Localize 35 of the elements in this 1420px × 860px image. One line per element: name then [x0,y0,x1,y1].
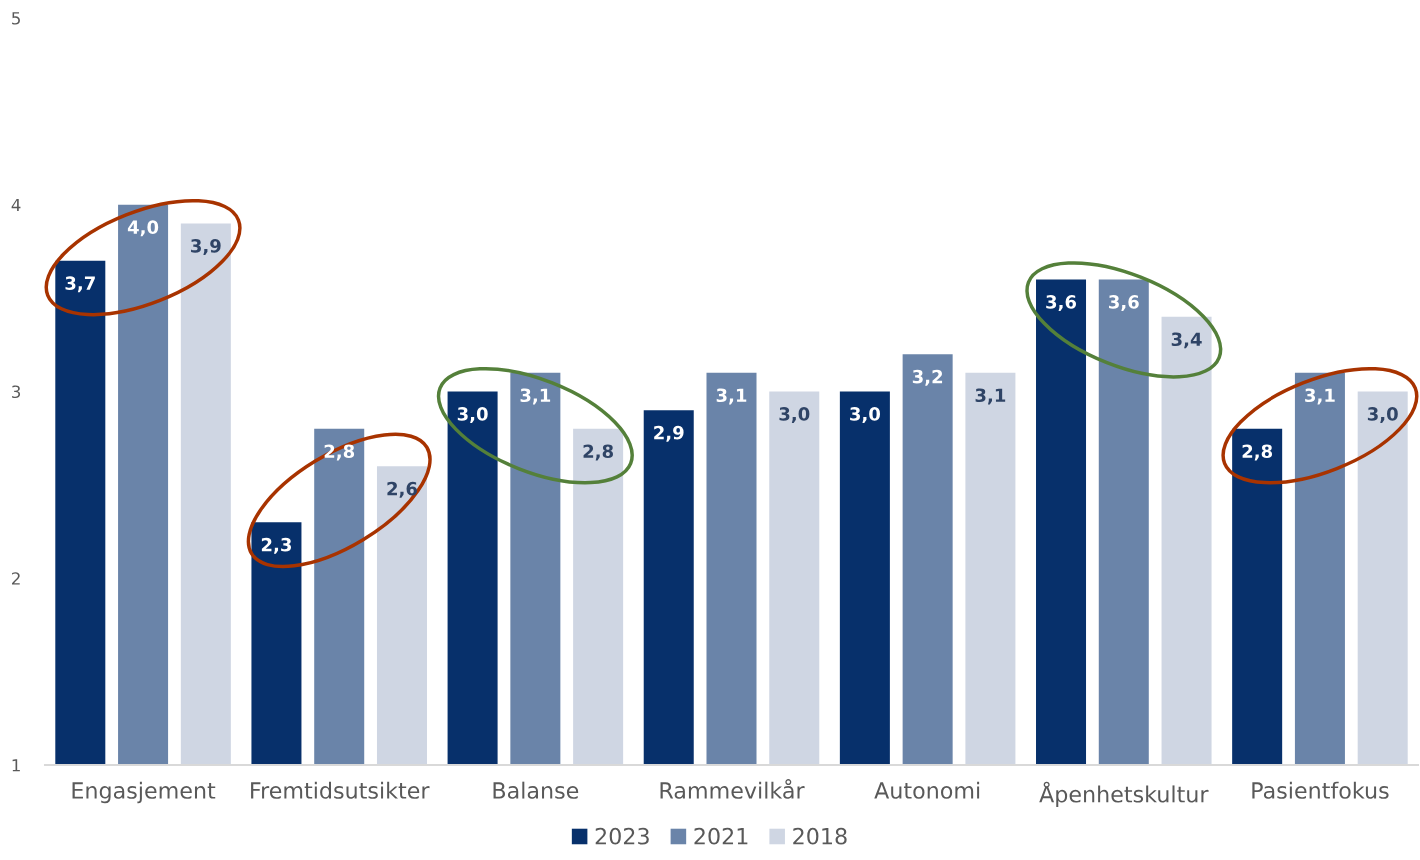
legend-label: 2021 [694,827,748,845]
data-label: 3,1 [716,388,747,405]
data-label: 3,1 [975,388,1006,405]
data-label: 3,1 [520,388,551,405]
data-label: 3,1 [1305,388,1335,405]
data-label: 3,6 [1109,295,1139,312]
x-tick-label: Pasientfokus [1252,781,1389,799]
data-label: 3,0 [779,407,810,424]
data-label: 2,3 [261,537,292,554]
data-label: 2,8 [583,444,613,461]
data-label: 3,0 [457,407,488,424]
data-label: 2,9 [654,425,684,442]
y-tick-label: 5 [12,12,20,25]
x-tick-label: Rammevilkår [660,779,805,799]
y-tick-label: 4 [11,198,21,212]
y-tick-label: 2 [12,572,20,585]
legend-label: 2018 [793,827,847,845]
x-tick-label: Engasjement [72,781,216,804]
data-label: 3,6 [1046,295,1077,312]
data-label: 3,2 [912,369,943,386]
data-label: 4,0 [127,220,159,237]
data-label: 3,0 [1367,407,1398,424]
data-label: 3,4 [1171,332,1202,349]
data-label: 3,9 [191,239,221,255]
data-label: 2,6 [387,481,417,498]
data-label: 3,0 [850,407,881,424]
x-tick-label: Fremtidsutsikter [251,781,430,799]
x-tick-label: Balanse [493,781,579,799]
y-tick-label: 3 [12,385,21,399]
x-tick-label: Åpenhetskultur [1039,781,1209,807]
y-tick-label: 1 [12,759,20,772]
data-label: 2,8 [1242,444,1273,461]
legend-label: 2023 [595,827,649,845]
data-label: 3,7 [65,276,95,293]
x-tick-label: Autonomi [874,781,980,799]
